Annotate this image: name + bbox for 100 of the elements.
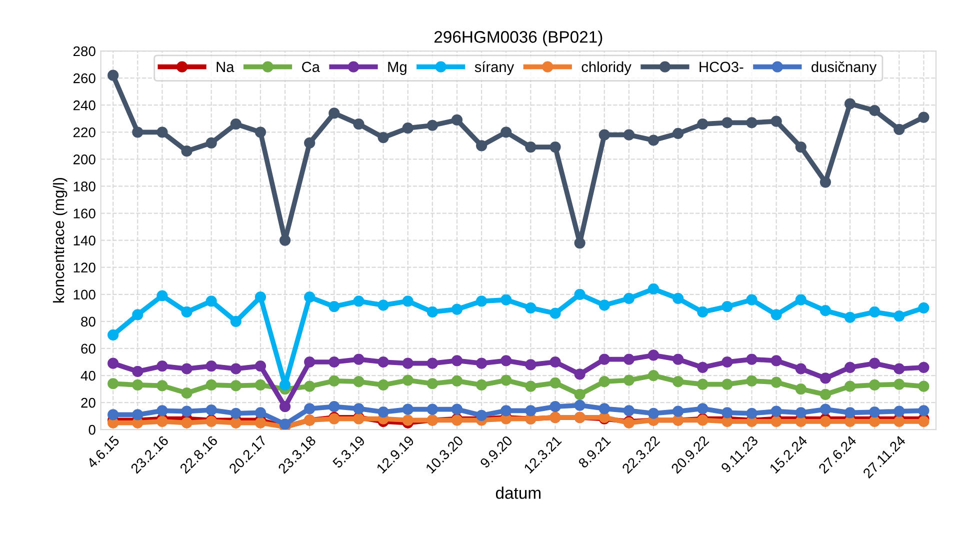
point [648,408,660,419]
legend-label: dusičnany [812,61,877,75]
point [746,294,758,306]
point [574,237,586,249]
point [722,356,733,368]
point [426,404,438,415]
point [672,292,684,304]
point [722,416,733,428]
point [108,378,119,390]
point [378,356,389,368]
point [894,124,905,135]
point [500,374,512,386]
point [279,379,291,391]
point [181,388,192,399]
point [304,137,316,149]
point [451,304,463,315]
y-tick-label: 120 [74,262,96,273]
point [328,108,340,119]
point [206,404,217,416]
point [918,302,930,314]
point [770,355,782,366]
point [476,358,488,369]
point [132,126,144,138]
point [500,355,512,366]
point [353,376,364,388]
point [623,292,634,304]
point [500,294,512,306]
point [156,380,168,392]
point [230,363,242,374]
point [722,407,733,418]
point [918,362,930,373]
point [230,316,242,327]
point [279,234,291,246]
point [697,118,708,130]
point [574,388,586,400]
point [598,129,610,140]
point [894,363,905,374]
point [746,408,758,419]
point [550,356,561,368]
point [623,405,634,416]
point [500,405,512,416]
point [132,409,144,420]
point [156,405,168,416]
point [648,350,660,361]
point [108,329,119,341]
y-tick-label: 40 [80,370,96,381]
point [574,288,586,300]
y-tick-label: 180 [74,182,96,192]
y-tick-label: 280 [73,46,96,56]
point [402,404,414,415]
point [894,406,905,417]
point [550,308,561,319]
point [648,134,660,146]
point [869,406,880,418]
point [108,70,119,81]
point [844,362,856,373]
point [770,309,782,320]
point [254,407,266,418]
point [795,363,806,374]
point [722,378,733,390]
point [230,118,242,130]
point [206,360,217,372]
legend-label: Na [216,62,234,72]
y-tick-label: 0 [88,424,96,435]
point [181,306,192,318]
legend-label: Ca [302,62,320,72]
point [525,380,536,392]
point [550,141,561,153]
point [722,301,733,312]
point [451,404,463,415]
point [156,290,168,302]
point [746,375,758,386]
point [820,176,832,188]
y-tick-label: 80 [81,316,96,327]
point [156,126,168,138]
y-tick-label: 140 [74,236,96,246]
point [378,300,389,311]
point [378,132,389,144]
y-tick-label: 60 [81,344,96,354]
point [279,401,291,412]
point [402,296,414,307]
point [795,383,806,395]
y-tick-label: 20 [81,398,96,408]
point [795,294,806,306]
point [795,141,806,153]
point [550,401,561,412]
point [206,137,217,149]
point [844,407,856,418]
point [574,368,586,380]
point [254,360,266,372]
y-tick-label: 240 [73,100,96,110]
point [402,414,414,426]
point [132,379,144,391]
point [697,403,708,414]
point [304,356,316,368]
point [108,409,119,420]
point [353,118,364,130]
point [254,292,266,303]
point [844,380,856,392]
point [304,292,316,303]
